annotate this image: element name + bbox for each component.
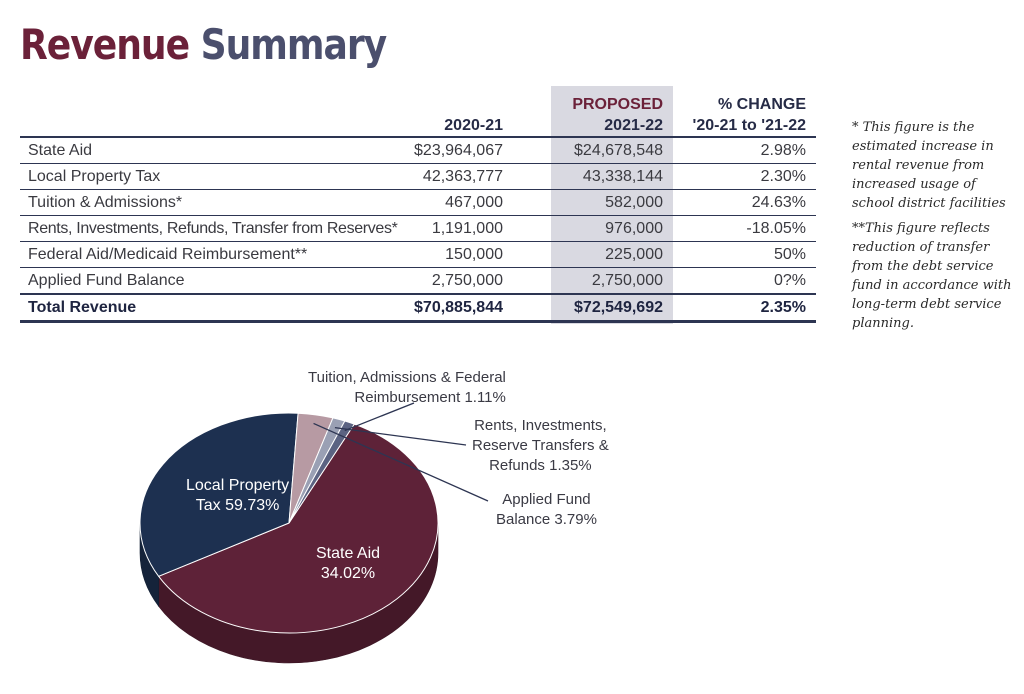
footnotes: * This figure is the estimated increase … xyxy=(852,118,1020,339)
value-2020-21: 2,750,000 xyxy=(403,267,507,295)
value-2021-22: 976,000 xyxy=(507,215,673,242)
footnote-rental: * This figure is the estimated increase … xyxy=(852,120,1006,211)
pie-slice-state-aid xyxy=(139,412,299,577)
table-row: Rents, Investments, Refunds, Transfer fr… xyxy=(20,215,816,242)
value-change: 0?% xyxy=(673,267,816,295)
pie-slice-tuition xyxy=(288,420,355,524)
value-2020-21: 1,191,000 xyxy=(403,215,507,242)
row-label: State Aid xyxy=(20,136,403,164)
pie-leaders xyxy=(313,402,489,502)
pie-label-line: Balance 3.79% xyxy=(496,511,597,528)
row-label: Tuition & Admissions* xyxy=(20,189,403,216)
value-2021-22: 43,338,144 xyxy=(507,163,673,190)
pie-label-state-aid: State Aid 34.02% xyxy=(316,544,380,584)
total-change: 2.35% xyxy=(673,293,816,323)
pie-label-local-property: Local Property Tax 59.73% xyxy=(186,476,289,516)
total-row: Total Revenue $70,885,844 $72,549,692 2.… xyxy=(20,293,816,323)
pie-label-line: 34.02% xyxy=(320,565,376,582)
row-label: Federal Aid/Medicaid Reimbursement** xyxy=(20,241,403,268)
pie-label-line: State Aid xyxy=(316,545,381,562)
pie-label-line: Refunds 1.35% xyxy=(489,457,592,474)
value-2020-21: 42,363,777 xyxy=(403,163,507,190)
revenue-pie-chart xyxy=(139,402,489,664)
table-row: Applied Fund Balance 2,750,000 2,750,000… xyxy=(20,267,816,295)
table-row: Federal Aid/Medicaid Reimbursement** 150… xyxy=(20,241,816,268)
pie-top xyxy=(139,412,439,634)
pie-label-tuition: Tuition, Admissions & Federal Reimbursem… xyxy=(308,368,506,408)
leader-line-rents xyxy=(334,427,467,446)
pie-label-rents: Rents, Investments, Reserve Transfers & … xyxy=(472,416,609,476)
value-change: -18.05% xyxy=(673,215,816,242)
pie-label-line: Tax 59.73% xyxy=(195,497,280,514)
value-2020-21: $23,964,067 xyxy=(403,136,507,164)
value-2021-22: $24,678,548 xyxy=(507,136,673,164)
value-2021-22: 225,000 xyxy=(507,241,673,268)
pie-label-line: Applied Fund xyxy=(502,491,591,508)
revenue-table-panel: 2020-21 PROPOSED 2021-22 % CHANGE '20-21… xyxy=(20,86,816,324)
total-2021-22: $72,549,692 xyxy=(507,293,673,323)
value-change: 24.63% xyxy=(673,189,816,216)
table-row: Tuition & Admissions* 467,000 582,000 24… xyxy=(20,189,816,216)
value-2021-22: 2,750,000 xyxy=(507,267,673,295)
value-2020-21: 150,000 xyxy=(403,241,507,268)
total-label: Total Revenue xyxy=(20,293,403,323)
pie-slice-local-property xyxy=(158,423,439,634)
value-2020-21: 467,000 xyxy=(403,189,507,216)
pie-label-line: Rents, Investments, xyxy=(474,417,607,434)
header-proposed-2021-22: PROPOSED 2021-22 xyxy=(572,96,663,134)
header-percent-change: % CHANGE '20-21 to '21-22 xyxy=(692,96,806,134)
pie-label-line: Reimbursement 1.11% xyxy=(354,389,506,406)
value-change: 2.98% xyxy=(673,136,816,164)
footnote-debt-service: **This figure reflects reduction of tran… xyxy=(852,221,1012,331)
pie-label-line: Local Property xyxy=(186,477,290,494)
total-2020-21: $70,885,844 xyxy=(403,293,507,323)
pie-label-line: Reserve Transfers & xyxy=(472,437,609,454)
title-word-revenue: Revenue xyxy=(20,20,190,69)
table-row: State Aid $23,964,067 $24,678,548 2.98% xyxy=(20,136,816,164)
table-row: Local Property Tax 42,363,777 43,338,144… xyxy=(20,163,816,190)
title-word-summary: Summary xyxy=(200,20,388,69)
row-label: Local Property Tax xyxy=(20,163,403,190)
row-label: Applied Fund Balance xyxy=(20,267,403,295)
value-change: 50% xyxy=(673,241,816,268)
leader-line-tuition xyxy=(344,402,415,432)
revenue-table: State Aid $23,964,067 $24,678,548 2.98% … xyxy=(20,136,816,323)
value-change: 2.30% xyxy=(673,163,816,190)
row-label: Rents, Investments, Refunds, Transfer fr… xyxy=(20,215,403,242)
pie-label-applied-fund: Applied Fund Balance 3.79% xyxy=(496,490,597,530)
header-2020-21: 2020-21 xyxy=(444,117,503,134)
value-2021-22: 582,000 xyxy=(507,189,673,216)
leader-line-applied-fund xyxy=(313,422,489,502)
page-title: Revenue Summary xyxy=(20,24,387,66)
pie-label-line: Tuition, Admissions & Federal xyxy=(308,369,506,386)
